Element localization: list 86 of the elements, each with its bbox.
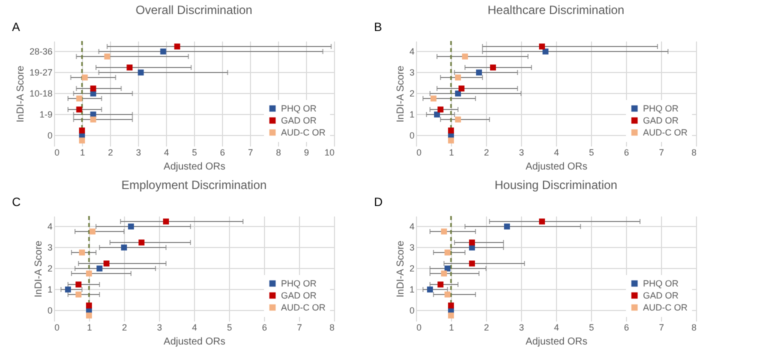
x-tick-label: 0 — [416, 148, 422, 158]
legend-label: GAD OR — [281, 116, 318, 126]
y-axis-title: InDI-A Score — [395, 240, 406, 298]
y-tick-label: 2 — [47, 264, 52, 274]
x-tick-label: 3 — [156, 322, 162, 332]
x-tick-label: 0 — [54, 322, 60, 332]
x-tick-label: 8 — [691, 148, 696, 158]
x-tick-label: 4 — [554, 322, 560, 332]
x-tick-label: 0 — [416, 322, 422, 332]
y-tick-label: 1 — [409, 110, 414, 120]
y-tick-label: 2 — [409, 88, 414, 98]
y-tick-label: 0 — [47, 306, 52, 316]
x-tick-label: 1 — [448, 148, 454, 158]
x-tick-label: 5 — [226, 322, 232, 332]
y-axis-title: InDI-A Score — [395, 65, 406, 122]
x-tick-label: 7 — [248, 148, 254, 158]
x-tick-label: 5 — [588, 148, 594, 158]
legend-label: GAD OR — [281, 290, 318, 300]
y-tick-label: 4 — [409, 46, 414, 56]
x-tick-label: 4 — [192, 322, 198, 332]
legend-label: AUD-C OR — [643, 302, 688, 312]
chart-title: Healthcare Discrimination — [488, 3, 624, 17]
x-tick-label: 8 — [691, 322, 696, 332]
text: A — [12, 20, 20, 34]
legend-label: PHQ OR — [643, 278, 680, 288]
x-tick-label: 3 — [518, 148, 524, 158]
x-axis-title: Adjusted ORs — [164, 336, 226, 348]
legend-label: GAD OR — [643, 116, 680, 126]
y-tick-label: 0 — [409, 130, 414, 140]
y-tick-label: 1 — [47, 284, 52, 294]
y-tick-label: 4 — [409, 222, 414, 232]
x-tick-label: 2 — [108, 148, 114, 158]
text: B — [374, 20, 382, 34]
x-tick-label: 6 — [262, 322, 268, 332]
x-tick-label: 7 — [658, 148, 664, 158]
x-tick-label: 6 — [220, 148, 226, 158]
x-tick-label: 7 — [658, 322, 664, 332]
y-tick-label: 3 — [409, 242, 414, 252]
x-tick-label: 5 — [588, 322, 594, 332]
text: D — [374, 195, 383, 209]
y-axis-title: InDI-A Score — [15, 65, 26, 122]
legend-label: GAD OR — [643, 290, 680, 300]
y-tick-label: 1 — [409, 284, 414, 294]
x-axis-title: Adjusted ORs — [526, 162, 588, 172]
legend-label: PHQ OR — [281, 278, 318, 288]
legend-label: AUD-C OR — [281, 128, 326, 138]
y-axis-title: InDI-A Score — [33, 240, 44, 298]
x-tick-label: 2 — [484, 148, 490, 158]
y-tick-label: 4 — [47, 222, 52, 232]
chart-title: Housing Discrimination — [494, 178, 618, 192]
x-tick-label: 7 — [296, 322, 302, 332]
x-axis-title: Adjusted ORs — [164, 162, 226, 172]
y-tick-label: 3 — [409, 68, 414, 78]
legend-label: PHQ OR — [643, 104, 680, 114]
x-tick-label: 8 — [276, 148, 282, 158]
x-tick-label: 0 — [54, 148, 60, 158]
x-tick-label: 10 — [324, 148, 334, 158]
x-tick-label: 9 — [304, 148, 310, 158]
x-axis-title: Adjusted ORs — [526, 336, 588, 348]
chart-title: Overall Discrimination — [136, 3, 252, 17]
x-tick-label: 4 — [554, 148, 560, 158]
x-tick-label: 5 — [192, 148, 198, 158]
x-tick-label: 1 — [80, 148, 86, 158]
text: C — [12, 195, 21, 209]
x-tick-label: 2 — [122, 322, 128, 332]
x-tick-label: 8 — [329, 322, 334, 332]
x-tick-label: 3 — [136, 148, 142, 158]
y-tick-label: 3 — [47, 242, 52, 252]
x-tick-label: 4 — [164, 148, 170, 158]
legend-label: PHQ OR — [281, 104, 318, 114]
y-tick-label: 2 — [409, 264, 414, 274]
x-tick-label: 3 — [518, 322, 524, 332]
x-tick-label: 2 — [484, 322, 490, 332]
y-tick-label: 1-9 — [39, 110, 52, 120]
x-tick-label: 1 — [448, 322, 454, 332]
y-tick-label: 19-27 — [29, 68, 52, 78]
y-tick-label: 0 — [409, 306, 414, 316]
y-tick-label: 28-36 — [29, 46, 52, 56]
y-tick-label: 10-18 — [29, 88, 52, 98]
y-tick-label: 0 — [47, 130, 52, 140]
x-tick-label: 1 — [86, 322, 92, 332]
chart-title: Employment Discrimination — [121, 178, 267, 192]
x-tick-label: 6 — [624, 322, 630, 332]
legend-label: AUD-C OR — [643, 128, 688, 138]
x-tick-label: 6 — [624, 148, 630, 158]
legend-label: AUD-C OR — [281, 302, 326, 312]
